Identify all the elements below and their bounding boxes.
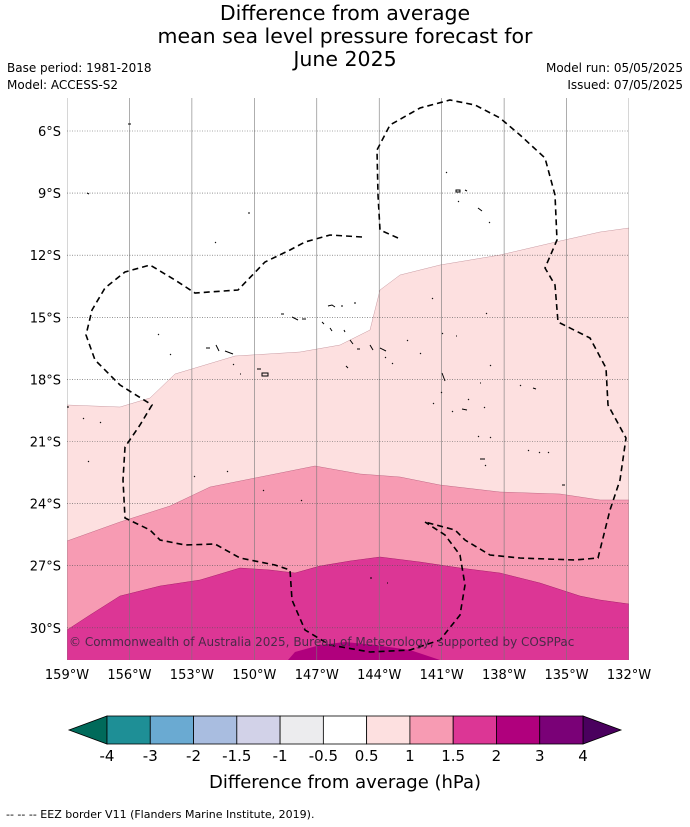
colorbar-segment	[496, 715, 541, 745]
base-period: Base period: 1981-2018	[7, 61, 152, 75]
island-markers	[67, 123, 565, 584]
longitude-labels: 159°W 156°W 153°W 150°W 147°W 144°W 141°W 138°W…	[45, 668, 651, 683]
latitude-tick-label: 18°S	[30, 373, 61, 388]
longitude-tick-label: 132°W	[607, 668, 651, 683]
colorbar-tick-label: -0.5	[309, 747, 338, 765]
latitude-tick-label: 27°S	[30, 560, 61, 575]
contour-line	[67, 465, 629, 542]
colorbar-segment	[193, 715, 238, 745]
colorbar-tick-label: 4	[578, 747, 588, 765]
eez-border	[85, 234, 466, 653]
model-run: Model run: 05/05/2025	[545, 61, 683, 75]
contour-line	[67, 556, 629, 631]
colorbar-tick-label: 1.5	[441, 747, 465, 765]
model-name: Model: ACCESS-S2	[7, 78, 119, 92]
colorbar-tick-label: -1	[273, 747, 288, 765]
colorbar-over-arrow	[582, 715, 623, 745]
latitude-tick-label: 24°S	[30, 498, 61, 513]
colorbar-segment	[149, 715, 194, 745]
colorbar-under-arrow	[67, 715, 108, 745]
colorbar-tick-label: -2	[186, 747, 201, 765]
colorbar-segment	[106, 715, 151, 745]
colorbar-tick-label: 1	[405, 747, 415, 765]
eez-border	[376, 99, 627, 561]
longitude-tick-label: 147°W	[295, 668, 339, 683]
latitude-tick-label: 6°S	[38, 125, 61, 140]
colorbar-tick-label: -3	[143, 747, 158, 765]
longitude-tick-label: 156°W	[107, 668, 151, 683]
anomaly-fill-1.5-2	[67, 557, 629, 660]
colorbar-segment	[452, 715, 497, 745]
meta-left: Base period: 1981-2018 Model: ACCESS-S2	[7, 60, 152, 94]
longitude-tick-label: 144°W	[357, 668, 401, 683]
map-area	[67, 98, 629, 660]
longitude-tick-label: 150°W	[232, 668, 276, 683]
colorbar-tick-label: 2	[492, 747, 502, 765]
colorbar-segment	[539, 715, 584, 745]
copyright-text: © Commonwealth of Australia 2025, Bureau…	[69, 635, 574, 649]
colorbar-tick-label: 0.5	[355, 747, 379, 765]
longitude-tick-label: 138°W	[482, 668, 526, 683]
eez-legend-footer: -- -- -- EEZ border V11 (Flanders Marine…	[6, 808, 315, 821]
longitude-tick-label: 153°W	[170, 668, 214, 683]
colorbar-tick-label: -4	[100, 747, 115, 765]
colorbar: -4 -3 -2 -1.5 -1 -0.5 0.5 1 1.5 2 3 4	[67, 715, 623, 765]
longitude-tick-label: 141°W	[420, 668, 464, 683]
latitude-tick-label: 30°S	[30, 622, 61, 637]
colorbar-label: Difference from average (hPa)	[209, 772, 481, 793]
longitude-tick-label: 159°W	[45, 668, 89, 683]
colorbar-segment	[366, 715, 411, 745]
page-title: Difference from average mean sea level p…	[0, 2, 690, 71]
latitude-tick-label: 21°S	[30, 436, 61, 451]
title-line-3: June 2025	[293, 47, 397, 71]
colorbar-tick-label: 3	[535, 747, 545, 765]
meta-right: Model run: 05/05/2025 Issued: 07/05/2025	[546, 60, 683, 94]
latitude-tick-label: 15°S	[30, 311, 61, 326]
contour-line	[67, 227, 629, 408]
title-line-1: Difference from average	[219, 1, 471, 25]
latitude-labels: 6°S 9°S 12°S 15°S 18°S 21°S 24°S 27°S 30°S	[30, 125, 61, 637]
colorbar-segment	[279, 715, 324, 745]
colorbar-segment	[322, 715, 368, 745]
map-gridlines	[67, 98, 629, 660]
longitude-tick-label: 135°W	[544, 668, 588, 683]
colorbar-segment	[409, 715, 454, 745]
colorbar-tick-label: -1.5	[222, 747, 251, 765]
latitude-tick-label: 9°S	[38, 187, 61, 202]
title-line-2: mean sea level pressure forecast for	[157, 24, 533, 48]
colorbar-segment	[236, 715, 281, 745]
issued-date: Issued: 07/05/2025	[567, 78, 683, 92]
latitude-tick-label: 12°S	[30, 249, 61, 264]
